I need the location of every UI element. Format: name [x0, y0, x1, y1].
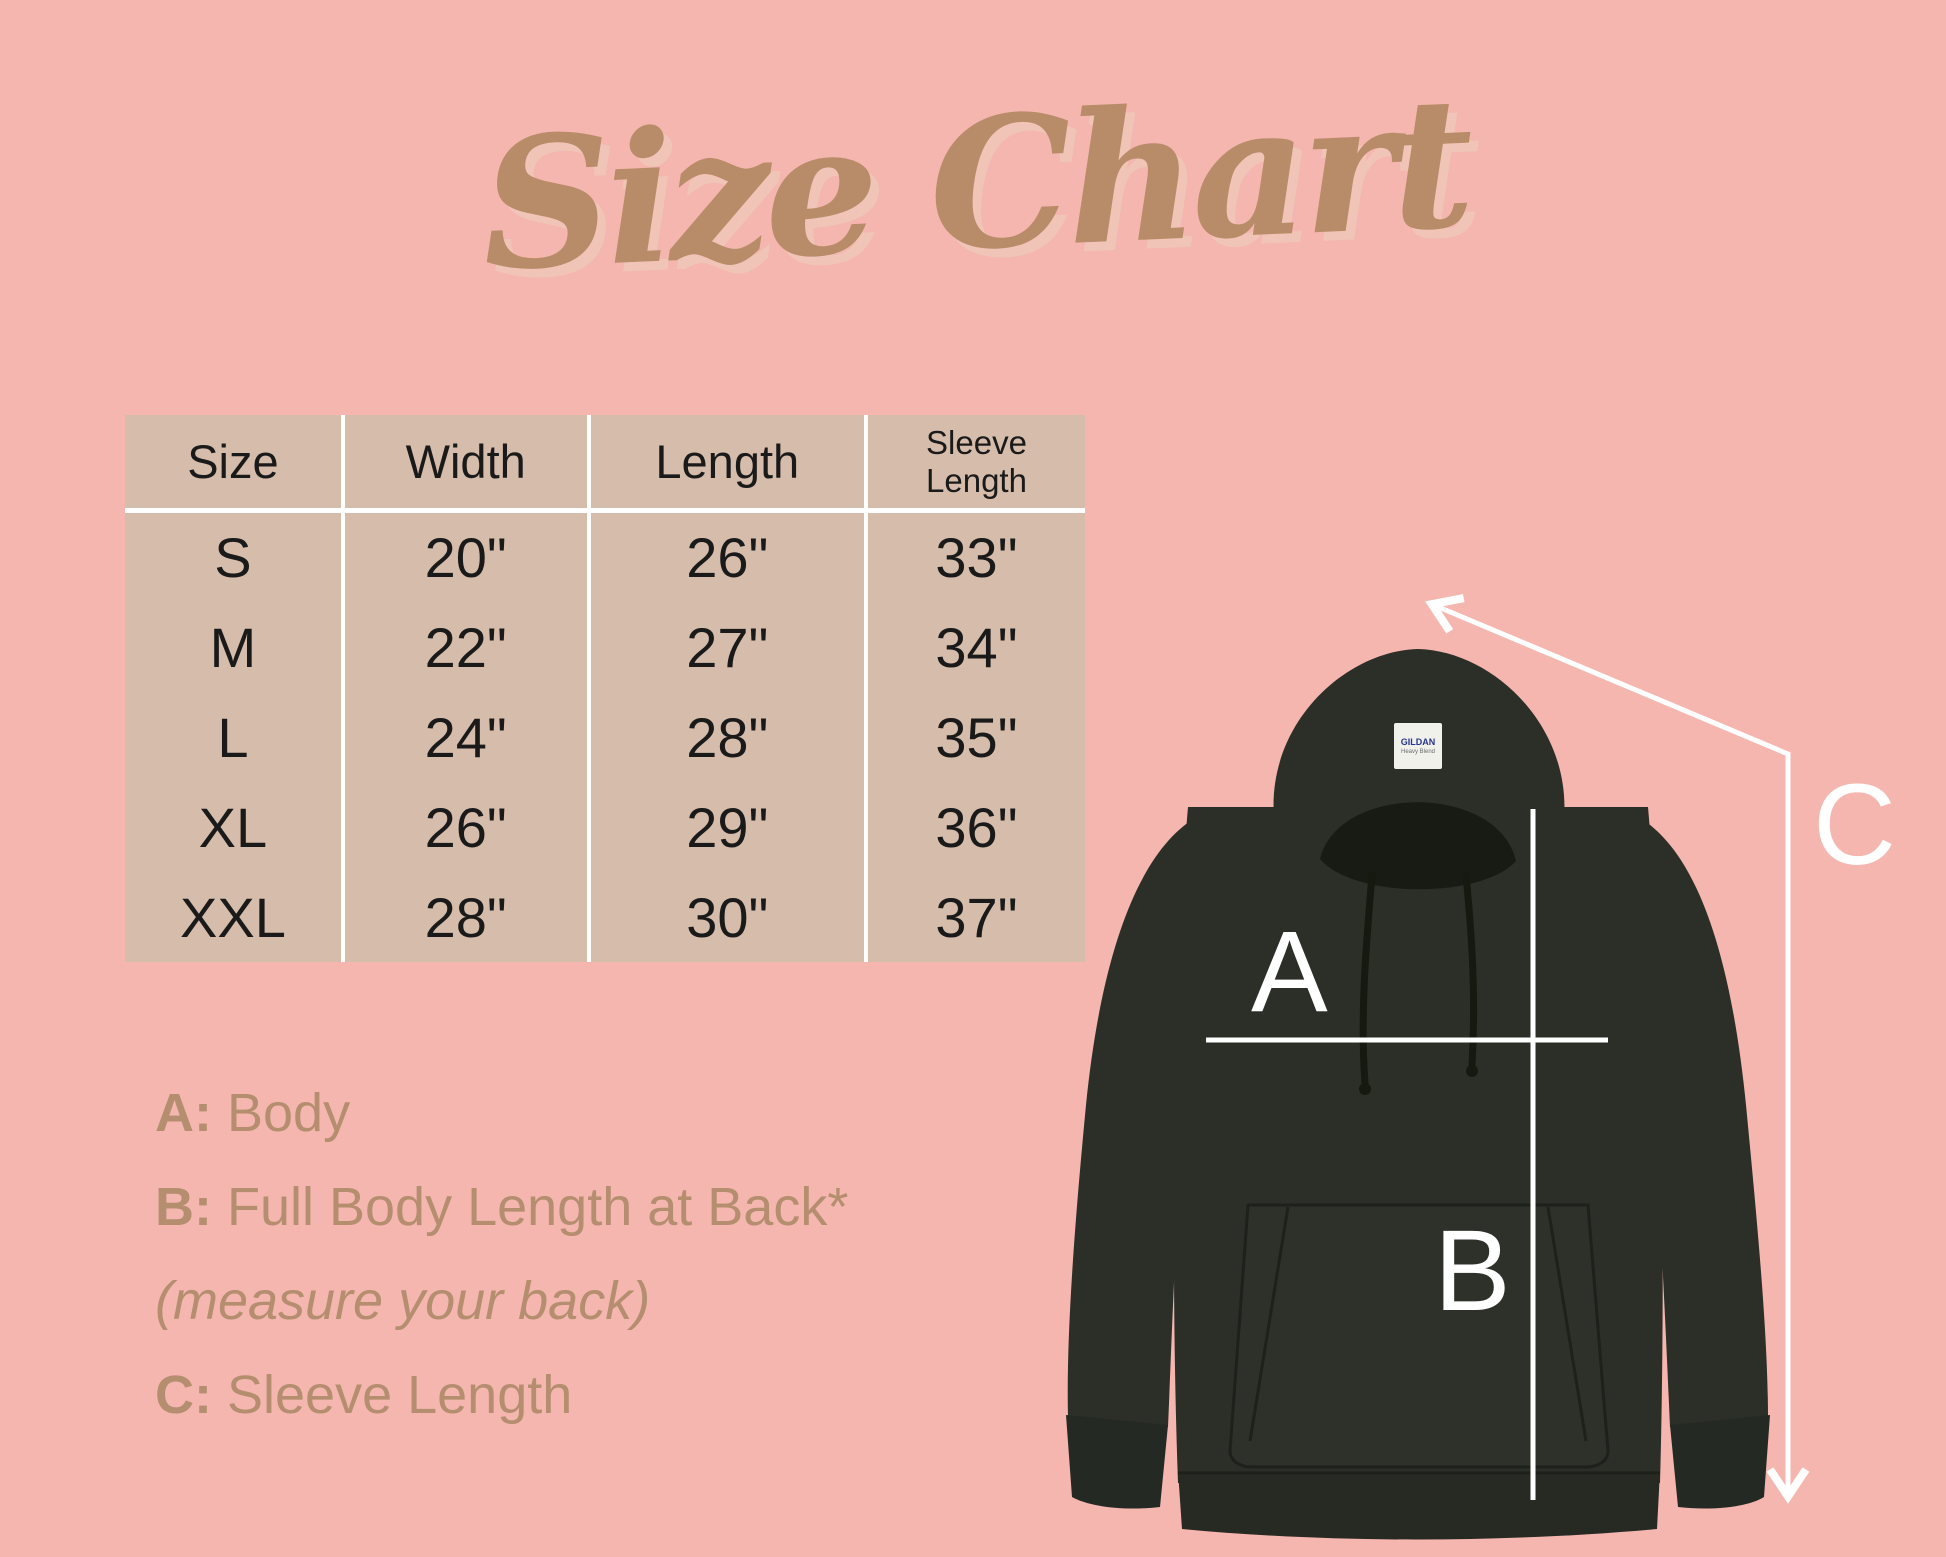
size-table: Size Width Length Sleeve Length S 20" 26…	[125, 415, 1085, 962]
pocket-left-opening	[1248, 1206, 1290, 1442]
table-cell-sleeve: 33"	[935, 526, 1018, 590]
table-cell-width: 22"	[345, 602, 591, 693]
table-header-size: Size	[125, 415, 345, 513]
drawstring-aglet-left	[1359, 1083, 1371, 1095]
legend-key-b: B:	[155, 1177, 212, 1237]
table-cell-sleeve: 36"	[935, 795, 1018, 859]
measure-label-c: C	[1813, 761, 1897, 889]
hoodie-drawstring-left	[1359, 871, 1376, 1087]
table-cell-size: L	[125, 692, 345, 783]
measurement-legend: A: Body B: Full Body Length at Back* (me…	[155, 1066, 985, 1442]
legend-key-c: C:	[155, 1365, 212, 1425]
legend-text-b: Full Body Length at Back*	[211, 1177, 849, 1237]
legend-text-a: Body	[211, 1083, 351, 1143]
table-cell-size: XL	[125, 782, 345, 873]
hoodie-right-cuff	[1670, 1415, 1770, 1509]
table-cell-length: 29"	[591, 782, 869, 873]
table-cell-size: M	[125, 602, 345, 693]
gildan-sub-text: Heavy Blend	[1400, 748, 1436, 755]
hoodie-hem	[1178, 1471, 1660, 1540]
legend-text-note: (measure your back)	[155, 1271, 651, 1331]
table-cell-length: 27"	[591, 602, 869, 693]
gildan-tag: GILDAN Heavy Blend	[1394, 723, 1442, 769]
table-cell-size: XXL	[125, 872, 345, 962]
table-header-length: Length	[590, 415, 869, 513]
legend-item-c: C: Sleeve Length	[155, 1348, 985, 1442]
page-title: Size Chart	[477, 57, 1473, 312]
table-cell-width: 24"	[345, 692, 591, 783]
legend-item-b: B: Full Body Length at Back*	[155, 1160, 985, 1254]
legend-key-a: A:	[155, 1083, 212, 1143]
legend-item-a: A: Body	[155, 1066, 985, 1160]
table-header-sleeve-length: Sleeve Length	[868, 415, 1085, 513]
hoodie-left-sleeve	[1067, 815, 1208, 1427]
measure-label-b: B	[1434, 1207, 1511, 1335]
table-cell-width: 28"	[345, 872, 591, 962]
table-cell-width: 26"	[345, 782, 591, 873]
table-header-width: Width	[344, 415, 591, 513]
table-cell-sleeve: 37"	[935, 885, 1018, 949]
table-cell-size: S	[125, 513, 345, 603]
table-cell-sleeve: 35"	[935, 705, 1018, 769]
hoodie-left-cuff	[1066, 1415, 1168, 1509]
gildan-brand-text: GILDAN	[1400, 736, 1436, 747]
hoodie-pocket	[1228, 1203, 1610, 1469]
hoodie-image	[1066, 649, 1770, 1540]
drawstring-aglet-right	[1466, 1065, 1478, 1077]
table-cell-length: 30"	[591, 872, 869, 962]
legend-text-c: Sleeve Length	[211, 1365, 573, 1425]
table-cell-width: 20"	[345, 513, 591, 603]
legend-item-note: (measure your back)	[155, 1254, 985, 1348]
table-cell-length: 26"	[591, 513, 869, 603]
measure-label-a: A	[1251, 908, 1328, 1036]
table-cell-sleeve: 34"	[935, 616, 1018, 680]
table-cell-length: 28"	[591, 692, 869, 783]
